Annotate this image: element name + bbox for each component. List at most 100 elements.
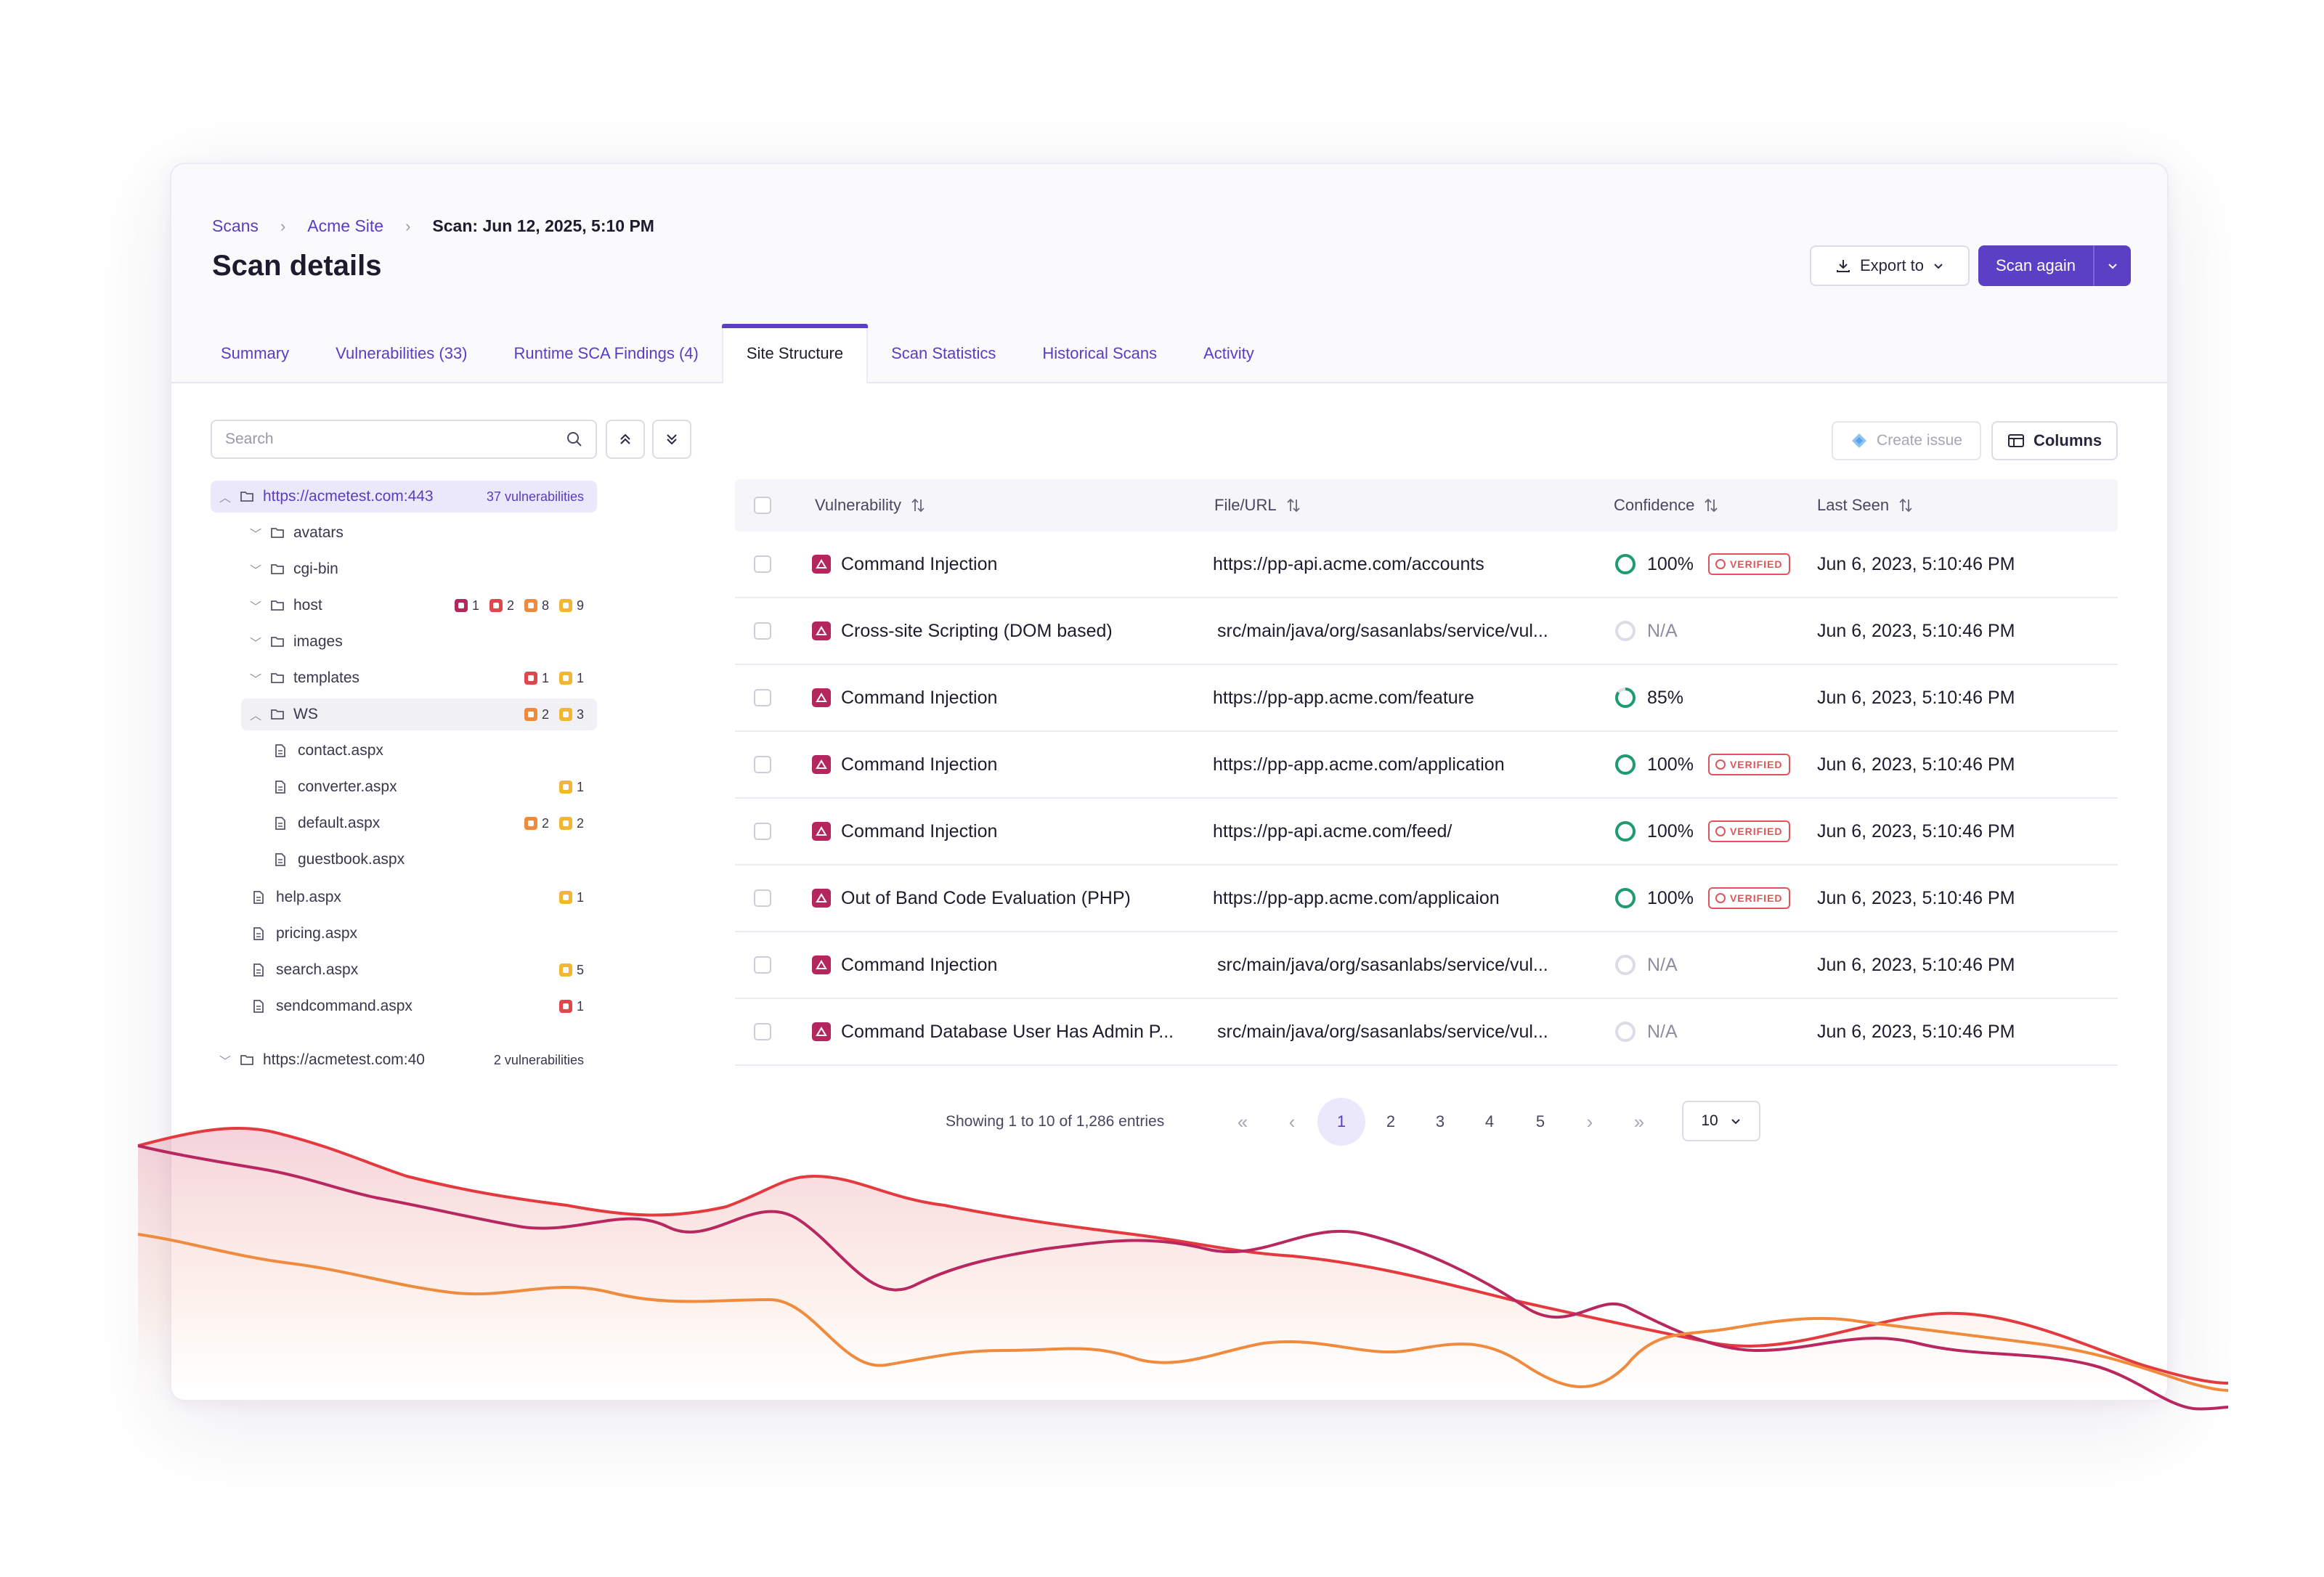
tree-node[interactable]: contact.aspx [266, 735, 597, 767]
chevron-down-icon[interactable]: ﹀ [250, 529, 262, 541]
tree-node-root2[interactable]: ﹀ https://acmetest.com:40 2 vulnerabilitie… [211, 1044, 597, 1076]
tab-vulnerabilities[interactable]: Vulnerabilities (33) [336, 344, 468, 362]
collapse-all-button[interactable] [606, 420, 645, 459]
chevron-down-icon[interactable]: ﹀ [250, 674, 262, 686]
page-1-button[interactable]: 1 [1317, 1098, 1365, 1146]
table-row[interactable]: Command Injection https://pp-api.acme.com… [735, 799, 2118, 865]
page-3-button[interactable]: 3 [1435, 1112, 1445, 1130]
tree-node[interactable]: ﹀ host 1 2 8 9 [241, 590, 597, 622]
url-cell[interactable]: https://pp-api.acme.com/feed/ [1213, 820, 1452, 842]
tree-node[interactable]: converter.aspx 1 [266, 771, 597, 803]
tree-node-label: sendcommand.aspx [276, 998, 413, 1014]
tab-historical-scans[interactable]: Historical Scans [1042, 344, 1158, 362]
confidence-cell: 100% VERIFIED [1614, 531, 1790, 597]
tab-summary[interactable]: Summary [221, 344, 290, 362]
table-row[interactable]: Command Injection src/main/java/org/sasan… [735, 932, 2118, 999]
vulnerability-cell[interactable]: Command Injection [812, 732, 997, 797]
tree-search-input[interactable]: Search [211, 420, 597, 459]
sort-icon[interactable] [1285, 497, 1301, 513]
tab-site-structure[interactable]: Site Structure [721, 324, 869, 383]
tree-node[interactable]: pricing.aspx [244, 918, 597, 950]
chevron-up-icon[interactable]: ︿ [250, 710, 262, 722]
checkbox[interactable] [754, 497, 771, 514]
tree-node[interactable]: ﹀ avatars [241, 517, 597, 549]
jira-icon [1852, 433, 1867, 448]
chevron-up-icon[interactable]: ︿ [219, 492, 232, 505]
tree-node[interactable]: ﹀ images [241, 626, 597, 658]
vulnerability-cell[interactable]: Command Database User Has Admin P... [812, 999, 1174, 1064]
vulnerability-cell[interactable]: Command Injection [812, 665, 997, 730]
row-checkbox[interactable] [754, 1023, 771, 1040]
table-row[interactable]: Cross-site Scripting (DOM based) src/main… [735, 598, 2118, 665]
chevron-down-icon[interactable]: ﹀ [219, 1056, 232, 1068]
last-page-button[interactable]: » [1633, 1110, 1645, 1133]
url-cell[interactable]: https://pp-api.acme.com/accounts [1213, 553, 1484, 574]
tree-node-root[interactable]: ︿ https://acmetest.com:443 37 vulnerabilit… [211, 481, 597, 513]
sort-icon[interactable] [1898, 497, 1914, 513]
row-checkbox[interactable] [754, 689, 771, 706]
page-2-button[interactable]: 2 [1386, 1112, 1396, 1130]
scan-again-button[interactable]: Scan again [1978, 245, 2131, 286]
tab-scan-statistics[interactable]: Scan Statistics [891, 344, 996, 362]
chevron-down-icon[interactable]: ﹀ [250, 601, 262, 614]
tree-node[interactable]: help.aspx 1 [244, 881, 597, 913]
chevron-down-icon[interactable]: ﹀ [250, 565, 262, 577]
breadcrumb-acme-site[interactable]: Acme Site [307, 216, 384, 235]
collapse-all-icon [620, 433, 630, 444]
file-icon-wrap [253, 926, 276, 941]
row-checkbox[interactable] [754, 756, 771, 773]
tab-runtime-sca[interactable]: Runtime SCA Findings (4) [513, 344, 699, 362]
url-cell[interactable]: https://pp-app.acme.com/applicaion [1213, 887, 1500, 908]
next-page-button[interactable]: › [1586, 1110, 1593, 1133]
first-page-button[interactable]: « [1237, 1110, 1248, 1133]
table-row[interactable]: Command Database User Has Admin P... src/… [735, 999, 2118, 1066]
sort-icon[interactable] [910, 497, 926, 513]
header-confidence[interactable]: Confidence [1614, 496, 1719, 515]
row-checkbox[interactable] [754, 956, 771, 974]
vulnerability-cell[interactable]: Command Injection [812, 531, 997, 597]
url-cell[interactable]: src/main/java/org/sasanlabs/service/vul.… [1217, 1021, 1548, 1042]
expand-all-button[interactable] [652, 420, 691, 459]
sort-icon[interactable] [1703, 497, 1719, 513]
create-issue-button[interactable]: Create issue [1832, 421, 1981, 460]
vulnerability-cell[interactable]: Out of Band Code Evaluation (PHP) [812, 865, 1131, 931]
columns-button[interactable]: Columns [1991, 421, 2118, 460]
row-checkbox[interactable] [754, 622, 771, 640]
row-checkbox[interactable] [754, 823, 771, 840]
url-cell[interactable]: https://pp-app.acme.com/application [1213, 754, 1505, 775]
url-cell[interactable]: https://pp-app.acme.com/feature [1213, 687, 1474, 708]
chevron-down-icon[interactable]: ﹀ [250, 637, 262, 650]
breadcrumb-scans[interactable]: Scans [212, 216, 259, 235]
row-checkbox[interactable] [754, 555, 771, 573]
header-url[interactable]: File/URL [1214, 496, 1301, 515]
tree-node[interactable]: ︿ WS 2 3 [241, 698, 597, 730]
page-5-button[interactable]: 5 [1535, 1112, 1545, 1130]
tree-node[interactable]: default.aspx 2 2 [266, 807, 597, 839]
table-row[interactable]: Command Injection https://pp-app.acme.com… [735, 732, 2118, 799]
header-last-seen[interactable]: Last Seen [1817, 496, 1914, 515]
table-row[interactable]: Command Injection https://pp-api.acme.com… [735, 531, 2118, 598]
tree-node[interactable]: ﹀ cgi-bin [241, 553, 597, 585]
select-all-checkbox[interactable] [754, 497, 771, 514]
header-vulnerability[interactable]: Vulnerability [815, 496, 926, 515]
page-4-button[interactable]: 4 [1484, 1112, 1495, 1130]
row-checkbox[interactable] [754, 889, 771, 907]
vulnerability-cell[interactable]: Command Injection [812, 799, 997, 864]
tree-node[interactable]: search.aspx 5 [244, 954, 597, 986]
url-cell[interactable]: src/main/java/org/sasanlabs/service/vul.… [1217, 620, 1548, 641]
per-page-select[interactable]: 10 [1682, 1101, 1760, 1141]
tree-node-label: host [293, 597, 322, 614]
tree-node[interactable]: sendcommand.aspx 1 [244, 990, 597, 1022]
tree-node-label: https://acmetest.com:40 [263, 1051, 425, 1068]
tab-activity[interactable]: Activity [1203, 344, 1254, 362]
vulnerability-cell[interactable]: Command Injection [812, 932, 997, 998]
url-cell[interactable]: src/main/java/org/sasanlabs/service/vul.… [1217, 954, 1548, 975]
export-button[interactable]: Export to [1810, 245, 1970, 286]
tree-node[interactable]: ﹀ templates 1 1 [241, 662, 597, 694]
vulnerability-cell[interactable]: Cross-site Scripting (DOM based) [812, 598, 1113, 664]
prev-page-button[interactable]: ‹ [1288, 1110, 1296, 1133]
scan-again-menu-toggle[interactable] [2093, 245, 2131, 286]
table-row[interactable]: Command Injection https://pp-app.acme.com… [735, 665, 2118, 732]
table-row[interactable]: Out of Band Code Evaluation (PHP) https:/… [735, 865, 2118, 932]
tree-node[interactable]: guestbook.aspx [266, 844, 597, 876]
